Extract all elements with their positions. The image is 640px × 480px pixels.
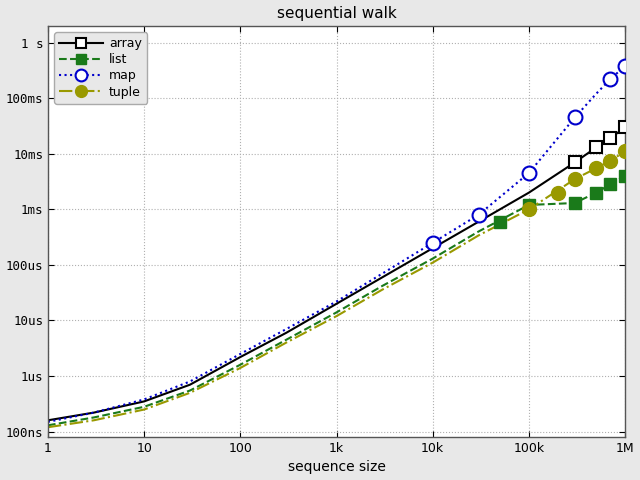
array xyxy=(282,330,290,336)
array xyxy=(621,124,629,130)
list xyxy=(571,200,579,206)
tuple xyxy=(429,260,436,265)
tuple xyxy=(333,313,340,319)
tuple xyxy=(282,340,290,346)
array xyxy=(44,418,52,423)
tuple xyxy=(593,165,600,171)
tuple xyxy=(525,206,532,212)
Legend: array, list, map, tuple: array, list, map, tuple xyxy=(54,32,147,104)
list xyxy=(237,362,244,368)
list xyxy=(186,388,194,394)
tuple xyxy=(237,365,244,371)
tuple xyxy=(90,418,98,423)
Line: tuple: tuple xyxy=(48,152,625,427)
tuple xyxy=(571,176,579,182)
map xyxy=(621,63,629,69)
array xyxy=(90,410,98,416)
map xyxy=(282,326,290,332)
array xyxy=(429,245,436,251)
list xyxy=(429,256,436,262)
map xyxy=(593,91,600,96)
tuple xyxy=(44,424,52,430)
list xyxy=(379,283,387,289)
list xyxy=(44,422,52,428)
list xyxy=(475,228,483,234)
list xyxy=(593,190,600,195)
list xyxy=(140,404,148,409)
tuple xyxy=(379,287,387,292)
tuple xyxy=(186,390,194,396)
array xyxy=(525,190,532,195)
map xyxy=(606,76,614,82)
array xyxy=(186,382,194,387)
Title: sequential walk: sequential walk xyxy=(276,6,396,21)
list xyxy=(90,415,98,420)
tuple xyxy=(621,149,629,155)
map xyxy=(429,240,436,246)
array xyxy=(571,159,579,165)
list xyxy=(333,310,340,315)
list xyxy=(525,202,532,208)
map xyxy=(237,351,244,357)
map xyxy=(333,299,340,304)
list xyxy=(621,173,629,179)
map xyxy=(186,379,194,384)
array xyxy=(593,144,600,150)
tuple xyxy=(475,232,483,238)
array xyxy=(475,219,483,225)
tuple xyxy=(606,158,614,164)
map xyxy=(44,419,52,425)
list xyxy=(282,337,290,343)
tuple xyxy=(140,407,148,412)
Line: list: list xyxy=(48,176,625,425)
array xyxy=(237,354,244,360)
Line: array: array xyxy=(48,127,625,420)
array xyxy=(379,275,387,280)
array xyxy=(333,301,340,307)
map xyxy=(571,115,579,120)
map xyxy=(525,170,532,176)
array xyxy=(140,398,148,404)
array xyxy=(606,135,614,141)
Line: map: map xyxy=(48,66,625,422)
map xyxy=(379,271,387,276)
map xyxy=(475,212,483,217)
X-axis label: sequence size: sequence size xyxy=(287,460,385,474)
map xyxy=(140,396,148,402)
list xyxy=(606,181,614,187)
map xyxy=(90,410,98,416)
